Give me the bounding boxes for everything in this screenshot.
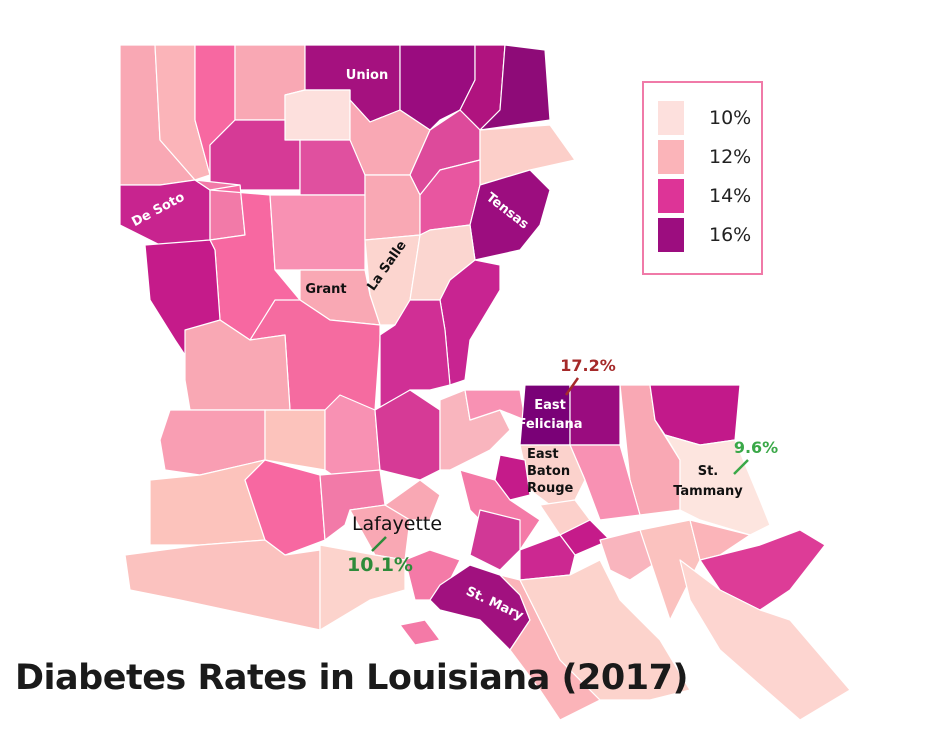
- legend-item-12: 12%: [658, 140, 751, 174]
- legend-label: 14%: [709, 185, 752, 207]
- label-east-feliciana-2: Feliciana: [517, 417, 582, 432]
- parish-region: [464, 389, 526, 421]
- legend-label: 16%: [709, 224, 752, 246]
- parish-region: [384, 479, 441, 521]
- parish-region: [124, 539, 321, 631]
- min-callout-line: [733, 459, 749, 475]
- parish-region: [399, 619, 441, 646]
- map-title: Diabetes Rates in Louisiana (2017): [15, 658, 688, 698]
- parish-region: [319, 544, 406, 631]
- min-callout-value: 9.6%: [734, 438, 778, 457]
- max-callout-value: 17.2%: [560, 356, 616, 375]
- label-grant: Grant: [305, 282, 346, 297]
- parish-region: [569, 384, 621, 446]
- parish-region: [519, 559, 691, 701]
- label-lafayette: Lafayette: [352, 513, 442, 535]
- max-callout-line: [564, 377, 580, 396]
- label-ebr-2: Baton: [527, 464, 570, 479]
- parish-region: [364, 174, 421, 241]
- parish-region: [284, 89, 351, 141]
- parish-region: [664, 434, 771, 536]
- legend-swatch: [658, 101, 684, 135]
- legend-swatch: [658, 218, 684, 252]
- legend-swatch: [658, 179, 684, 213]
- parish-region: [349, 504, 411, 561]
- parish-region: [184, 319, 291, 411]
- legend: 10% 12% 14% 16%: [642, 81, 763, 275]
- label-union: Union: [346, 68, 388, 83]
- label-st-tammany-2: Tammany: [673, 484, 743, 499]
- legend-label: 10%: [709, 107, 752, 129]
- legend-item-16: 16%: [658, 218, 751, 252]
- legend-item-14: 14%: [658, 179, 751, 213]
- parish-region: [519, 384, 571, 446]
- label-st-tammany-1: St.: [698, 464, 719, 479]
- parish-region: [679, 559, 851, 721]
- label-ebr-1: East: [527, 447, 559, 462]
- legend-item-10: 10%: [658, 101, 751, 135]
- parish-region: [264, 409, 326, 471]
- parish-region: [149, 459, 266, 546]
- parish-region: [519, 534, 576, 581]
- legend-swatch: [658, 140, 684, 174]
- parish-region: [479, 44, 551, 131]
- lafayette-callout-value: 10.1%: [347, 554, 413, 576]
- legend-label: 12%: [709, 146, 752, 168]
- parish-region: [269, 194, 366, 271]
- lafayette-callout-line: [371, 536, 387, 552]
- label-ebr-3: Rouge: [527, 481, 574, 496]
- label-east-feliciana-1: East: [534, 398, 566, 413]
- parish-region: [469, 509, 521, 571]
- parish-regions: [119, 44, 851, 721]
- parish-region: [494, 454, 531, 501]
